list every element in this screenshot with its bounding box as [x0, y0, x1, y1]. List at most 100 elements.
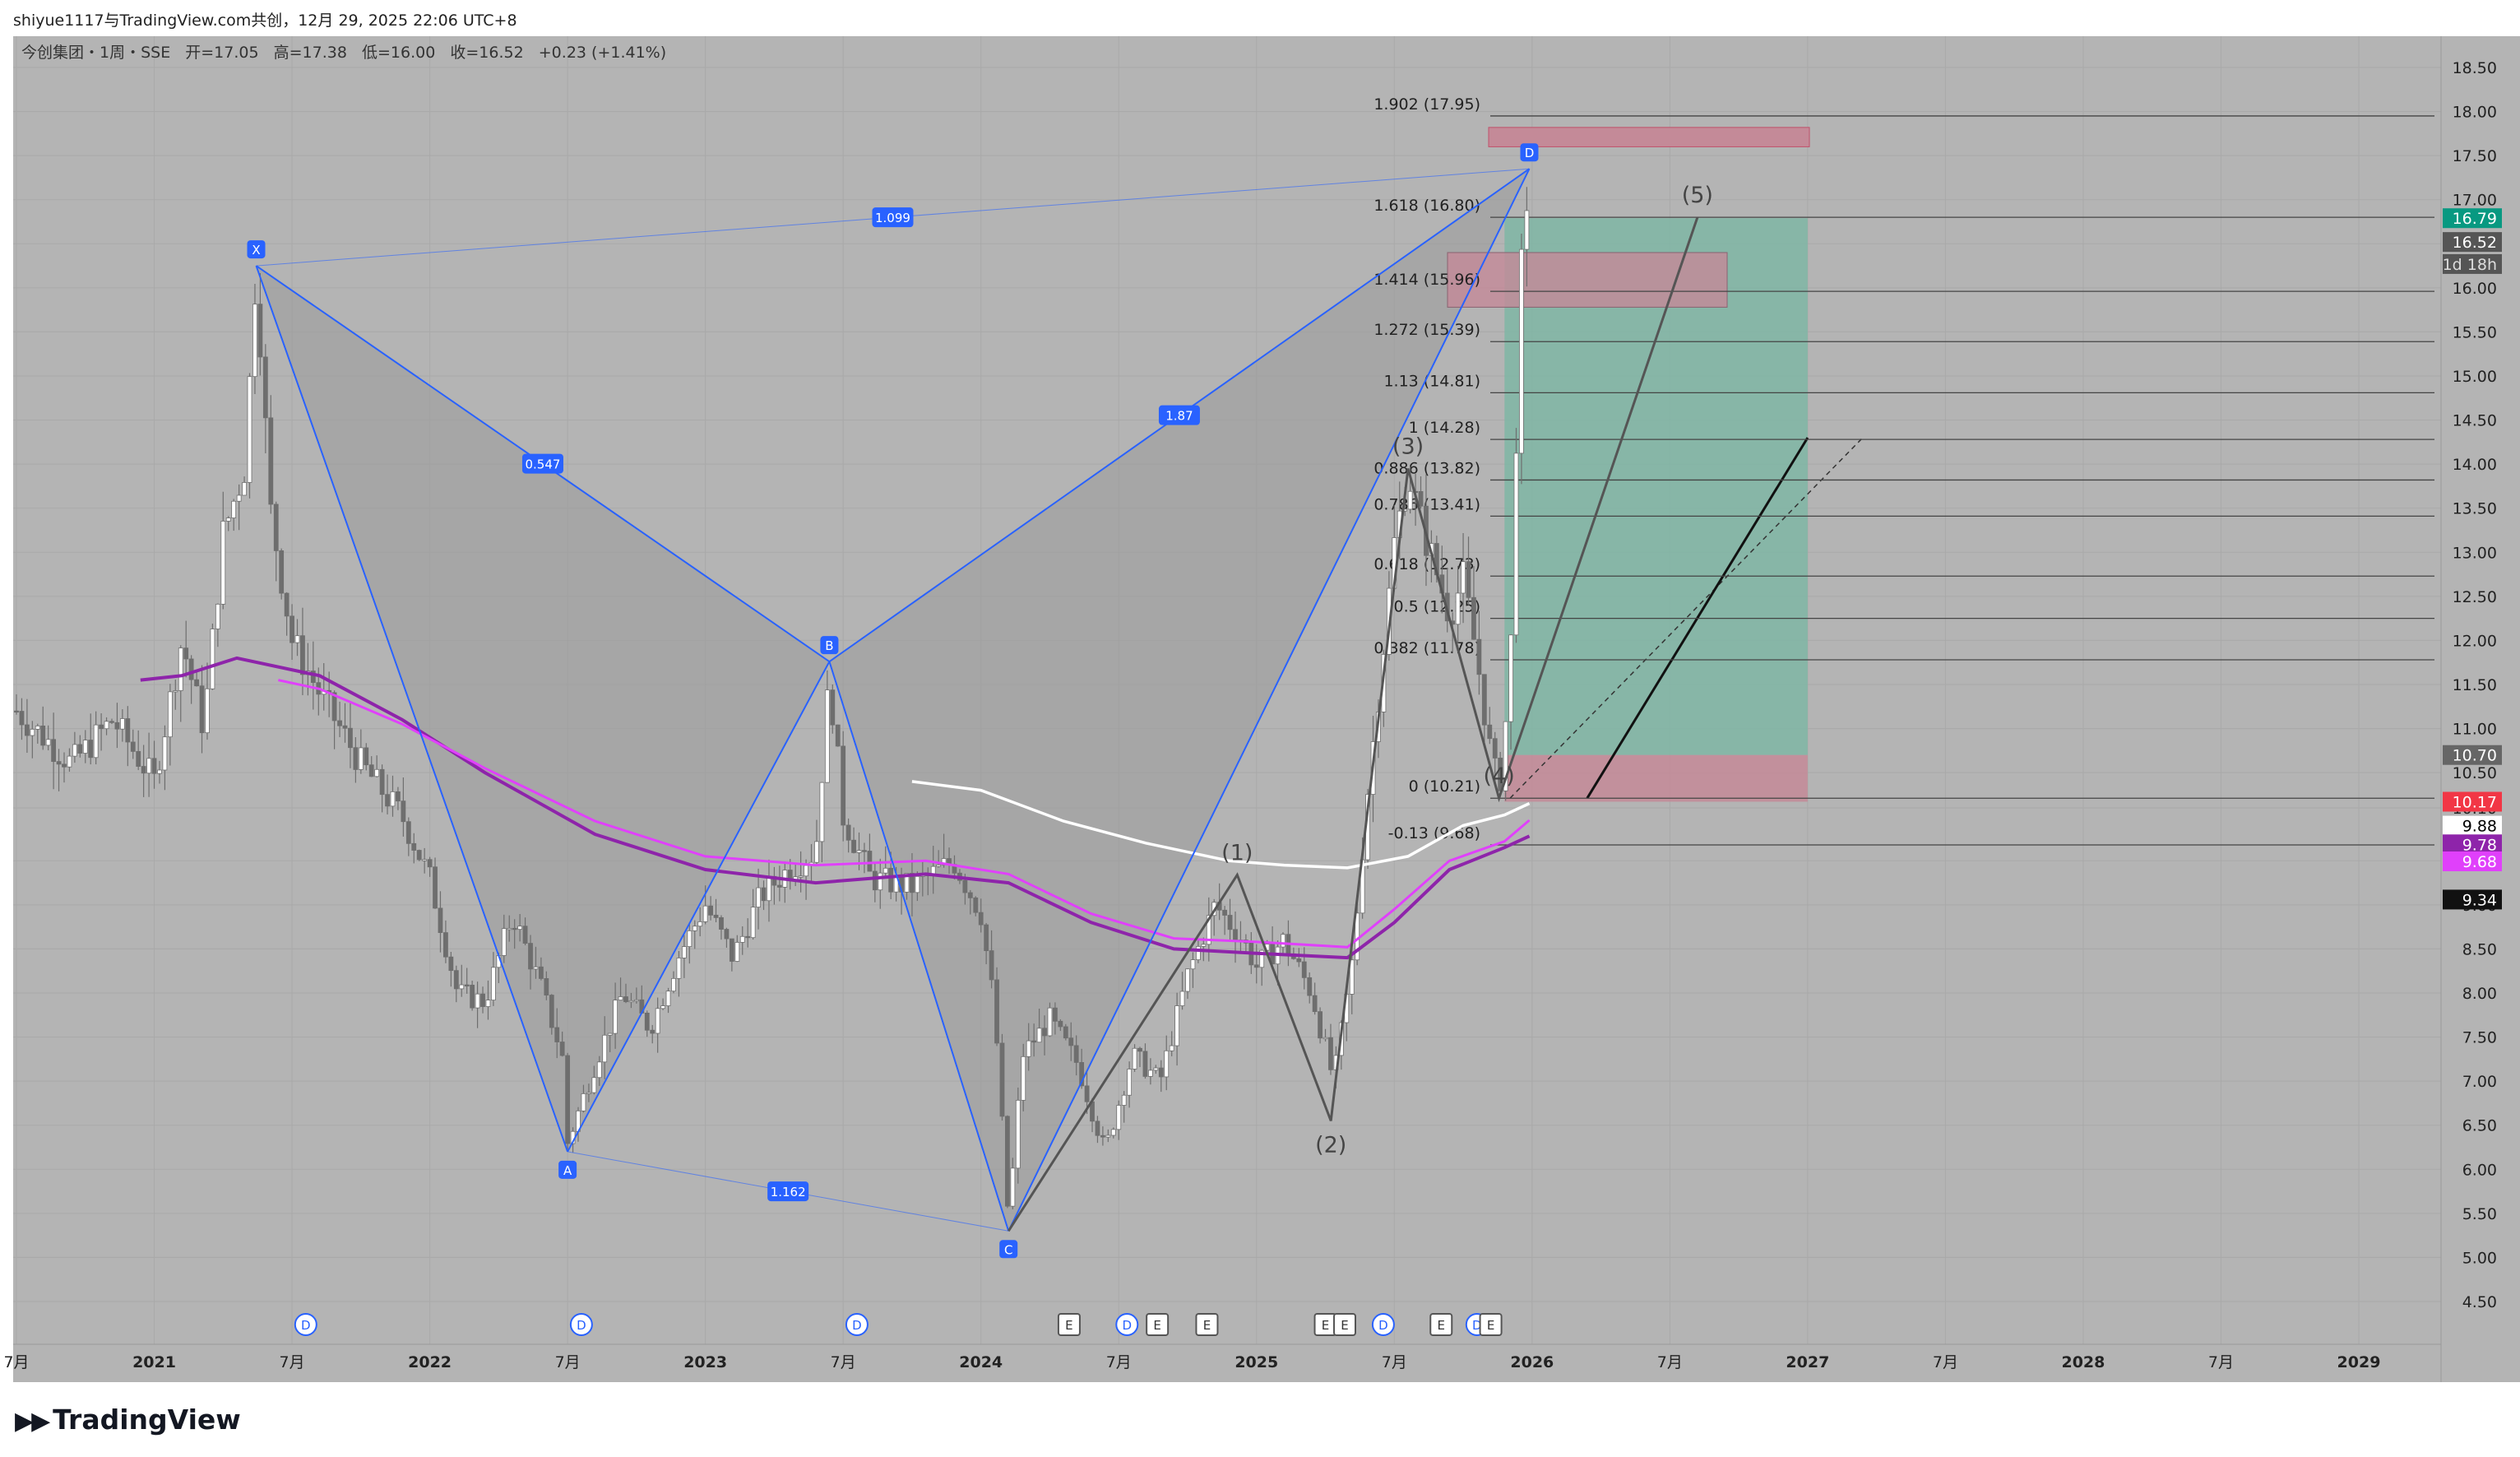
time-tick-label: 7月	[280, 1353, 305, 1371]
candle-body	[1318, 1011, 1323, 1039]
candle-body	[438, 907, 443, 933]
candle-body	[210, 629, 215, 689]
candle-body	[867, 851, 873, 872]
candle-body	[236, 494, 242, 502]
candle-body	[607, 1032, 613, 1036]
ma-magenta-line	[277, 679, 1531, 949]
candle-body	[1201, 944, 1207, 947]
candle-body	[888, 867, 894, 893]
candle-body	[1047, 1007, 1053, 1037]
candle-body	[862, 850, 867, 852]
candle-body	[776, 884, 782, 888]
earnings-marker-label: E	[1487, 1318, 1494, 1333]
candle-body	[93, 724, 99, 759]
candle-body	[936, 864, 942, 867]
elliott-wave[interactable]: (1) (2) (3) (4) (5)	[1007, 183, 1713, 1232]
candle-body	[910, 873, 915, 893]
candle-body	[401, 800, 406, 823]
fib-level-label: 1.618 (16.80)	[1373, 197, 1480, 215]
moving-averages	[140, 656, 1531, 960]
price-tick-label: 5.50	[2462, 1205, 2497, 1223]
candle-body	[290, 615, 294, 643]
candle-body	[1233, 929, 1238, 942]
candle-body	[739, 935, 745, 943]
candle-body	[141, 766, 146, 774]
candle-body	[1407, 490, 1413, 510]
price-label-ma-purple: 9.78	[2462, 836, 2497, 854]
time-scale[interactable]: 7月 2021 7月 2022 7月 2023 7月 2024 7月 2025 7月 2026 7月 20…	[3, 1343, 2441, 1371]
candle-body	[528, 943, 533, 970]
fibonacci-extension[interactable]: 1.902 (17.95) 1.618 (16.80) 1.414 (15.96) 1…	[1373, 95, 2434, 846]
candle-body	[989, 950, 994, 981]
candle-body	[539, 966, 544, 979]
candle-body	[756, 887, 761, 908]
candle-body	[1100, 1135, 1105, 1138]
harmonic-ratio-label: 0.547	[525, 457, 560, 472]
candle-body	[67, 755, 72, 768]
candle-body	[999, 1042, 1005, 1117]
time-scale-background	[13, 1344, 2441, 1382]
candle-body	[676, 958, 682, 979]
candle-body	[459, 984, 465, 990]
candle-body	[337, 720, 342, 726]
dividend-marker	[569, 1313, 593, 1336]
candle-body	[136, 750, 141, 767]
tradingview-logo[interactable]: ▶▶ TradingView	[15, 1404, 241, 1436]
candle-body	[374, 768, 380, 777]
harmonic-point-label: X	[252, 243, 260, 258]
candle-body	[1301, 961, 1307, 978]
harmonic-leg	[567, 661, 831, 1153]
time-tick-label: 2027	[1786, 1353, 1829, 1371]
candle-body	[77, 744, 83, 754]
candle-body	[1063, 1026, 1068, 1039]
legend-change: +0.23 (+1.41%)	[539, 44, 666, 62]
candle-body	[713, 914, 719, 918]
harmonic-leg	[1008, 168, 1531, 1232]
candle-body	[348, 727, 353, 749]
candle-body	[1481, 674, 1487, 726]
harmonic-point-badge	[558, 1160, 577, 1179]
candle-body	[491, 967, 496, 1000]
candle-body	[443, 932, 448, 958]
candle-body	[1137, 1047, 1142, 1052]
candle-body	[1227, 915, 1233, 930]
candle-body	[300, 635, 305, 675]
harmonic-pattern[interactable]: X A B C D 1.099 0.547 1.87 1.162	[247, 143, 1539, 1259]
price-label-entry: 10.70	[2453, 747, 2497, 765]
stop-zone	[1504, 754, 1808, 802]
long-position-tool[interactable]	[1447, 127, 1864, 802]
price-label-bg	[2443, 791, 2502, 812]
harmonic-point-badge	[999, 1240, 1018, 1259]
share-header: shiyue1117与TradingView.com共创，12月 29, 202…	[0, 0, 2520, 36]
candle-body	[708, 905, 713, 916]
candle-body	[242, 482, 247, 496]
candle-body	[485, 1000, 491, 1007]
candlestick-chart[interactable]: 1.902 (17.95) 1.618 (16.80) 1.414 (15.96) 1…	[0, 36, 2520, 1382]
candle-body	[804, 865, 808, 877]
candle-body	[247, 376, 252, 483]
price-label-target: 16.79	[2453, 210, 2497, 228]
candle-body	[761, 887, 767, 902]
candle-body	[767, 875, 771, 902]
candle-body	[1153, 1067, 1159, 1071]
candle-body	[596, 1061, 602, 1079]
time-tick-label: 7月	[3, 1353, 29, 1371]
target-zone	[1504, 218, 1808, 755]
candle-body	[1026, 1040, 1031, 1057]
candle-body	[1005, 1116, 1010, 1207]
candle-body	[1259, 949, 1265, 968]
candles	[14, 187, 1530, 1209]
candle-body	[512, 927, 517, 930]
candle-body	[586, 1092, 591, 1094]
time-tick-label: 7月	[1106, 1353, 1132, 1371]
candle-body	[507, 927, 512, 930]
candle-body	[433, 866, 438, 909]
candle-body	[1455, 592, 1461, 625]
candle-body	[978, 912, 984, 926]
fib-level-label: 1.272 (15.39)	[1373, 321, 1480, 339]
dividend-marker-label: D	[852, 1318, 862, 1333]
earnings-marker-label: E	[1153, 1318, 1160, 1333]
harmonic-triangle-bcd	[829, 169, 1530, 1232]
time-tick-label: 7月	[1382, 1353, 1407, 1371]
